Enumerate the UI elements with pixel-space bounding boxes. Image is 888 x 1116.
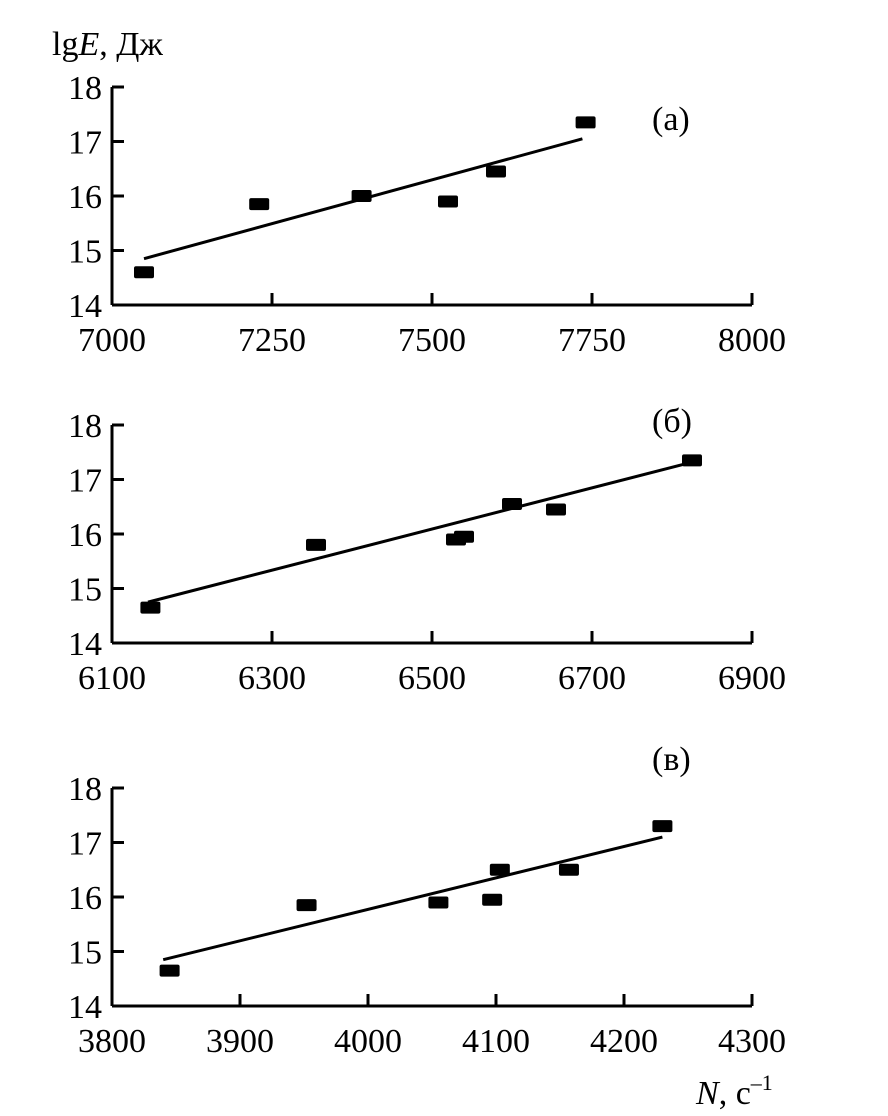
x-tick-label: 6700 [558, 660, 626, 697]
data-point [502, 498, 522, 511]
panel-label: (а) [652, 101, 690, 138]
chart-panel-1: 14 15 16 17 18 7000 7250 7500 7750 8000 (а) [68, 70, 786, 359]
x-tick-label: 4300 [718, 1023, 786, 1060]
x-axis-title-var: N [695, 1075, 721, 1112]
y-tick-label: 17 [68, 125, 102, 162]
y-tick-label: 18 [68, 771, 102, 808]
x-axis-title-unit: , с [719, 1075, 751, 1112]
chart-panel-2: 14 15 16 17 18 6100 6300 6500 6700 6900 (б) [68, 403, 786, 697]
y-tick-label: 17 [68, 826, 102, 863]
y-tick-label: 15 [68, 935, 102, 972]
fit-line [162, 835, 663, 962]
y-axis-title-var: E [77, 26, 99, 63]
x-tick-label: 7750 [558, 322, 626, 359]
data-point [351, 190, 372, 202]
x-tick-label: 7000 [78, 322, 146, 359]
data-point [652, 820, 673, 833]
x-axis-title: N, с–1 [695, 1070, 773, 1112]
data-point [249, 198, 270, 211]
y-axis-title-unit: , Дж [99, 26, 163, 63]
x-tick-label: 4200 [590, 1023, 658, 1060]
data-point [482, 893, 503, 906]
x-tick-label: 6500 [398, 660, 466, 697]
chart-panel-3: 14 15 16 17 18 3800 3900 4000 4100 4200 4300 (в) [68, 741, 786, 1060]
data-point [306, 538, 326, 551]
y-tick-label: 14 [68, 989, 102, 1026]
data-point [486, 165, 506, 178]
x-tick-label: 6300 [238, 660, 306, 697]
x-tick-label: 8000 [718, 322, 786, 359]
y-tick-label: 15 [68, 572, 102, 609]
y-tick-label: 17 [68, 463, 102, 500]
data-point [558, 863, 579, 876]
data-point [140, 601, 161, 614]
y-tick-label: 16 [68, 517, 102, 554]
y-tick-label: 14 [68, 288, 102, 325]
data-point [159, 964, 180, 977]
data-point [682, 454, 702, 467]
data-point [489, 863, 510, 876]
data-point [546, 503, 566, 516]
x-tick-label: 4000 [334, 1023, 402, 1060]
data-point [454, 530, 474, 543]
data-point [438, 195, 458, 208]
x-axis-title-exp: –1 [750, 1070, 773, 1095]
y-tick-label: 16 [68, 880, 102, 917]
data-point [296, 899, 317, 912]
y-tick-label: 18 [68, 70, 102, 107]
y-axis-title-prefix: lg [52, 26, 78, 63]
x-tick-label: 3900 [206, 1023, 274, 1060]
y-tick-label: 14 [68, 626, 102, 663]
panel-label: (б) [652, 403, 692, 440]
x-tick-label: 3800 [78, 1023, 146, 1060]
x-tick-label: 6900 [718, 660, 786, 697]
y-axis-title: lgE, Дж [52, 26, 163, 63]
y-tick-label: 18 [68, 408, 102, 445]
y-tick-label: 16 [68, 179, 102, 216]
x-tick-label: 6100 [78, 660, 146, 697]
x-tick-label: 7500 [398, 322, 466, 359]
y-tick-label: 15 [68, 234, 102, 271]
data-point [428, 896, 449, 909]
data-point [134, 266, 154, 279]
data-point [575, 116, 596, 129]
fit-line [147, 461, 689, 604]
x-tick-label: 7250 [238, 322, 306, 359]
panel-label: (в) [652, 741, 691, 778]
x-tick-label: 4100 [462, 1023, 530, 1060]
